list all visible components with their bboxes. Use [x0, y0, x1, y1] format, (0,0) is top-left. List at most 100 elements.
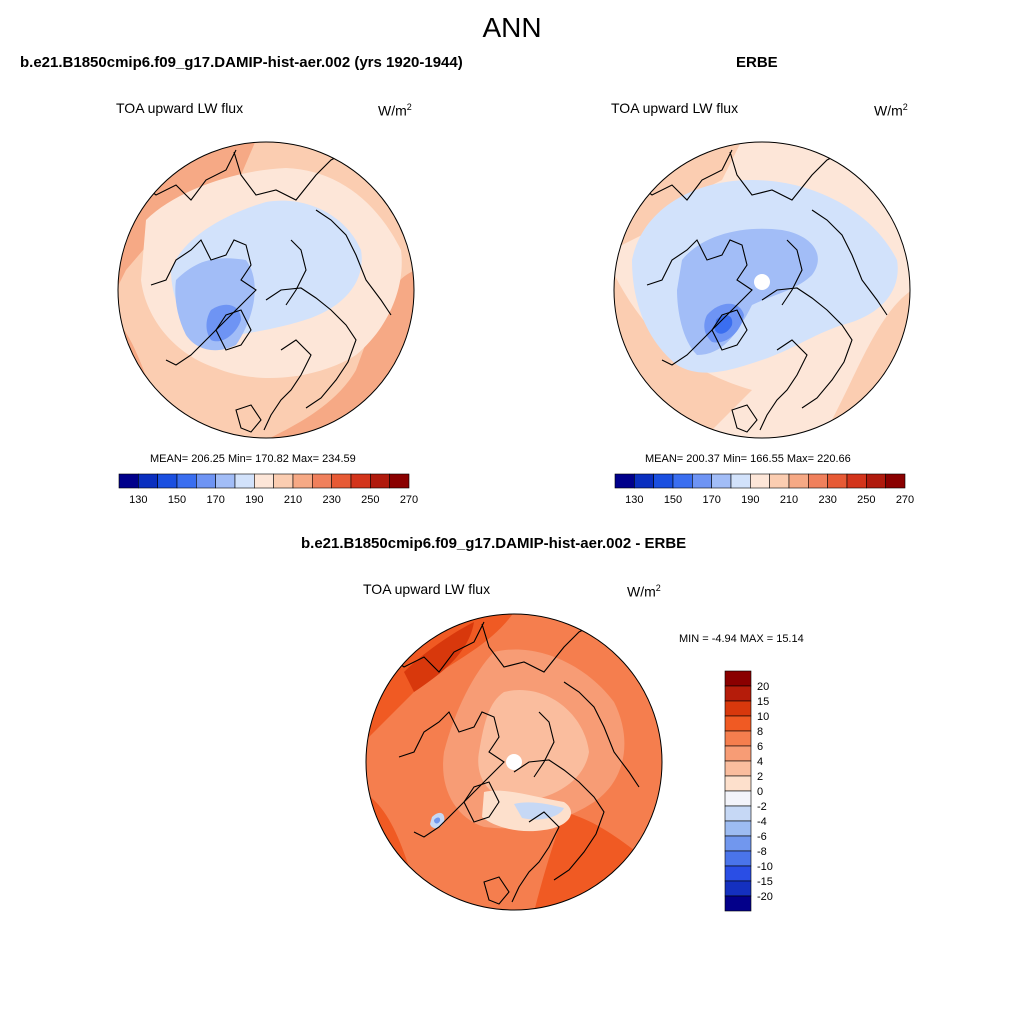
colorbar-tick-label: -10: [757, 861, 773, 873]
colorbar-swatch: [724, 835, 752, 852]
colorbar-swatch: [724, 715, 752, 732]
panel2-polar-map: [613, 141, 911, 439]
colorbar-swatch: [312, 473, 332, 489]
map3-fill-m2: [514, 802, 564, 820]
colorbar-swatch: [724, 775, 752, 792]
colorbar-swatch: [750, 473, 770, 489]
colorbar-swatch: [614, 473, 635, 489]
colorbar-swatch: [724, 670, 752, 687]
colorbar-tick-label: 8: [757, 726, 763, 738]
panel2-stats: MEAN= 200.37 Min= 166.55 Max= 220.66: [645, 453, 851, 465]
colorbar-swatch: [292, 473, 313, 489]
colorbar-tick-label: 6: [757, 741, 763, 753]
colorbar-swatch: [389, 473, 410, 489]
colorbar-swatch: [885, 473, 906, 489]
colorbar-swatch: [724, 865, 752, 882]
colorbar-tick-label: 10: [757, 711, 769, 723]
map3-coastlines: [383, 621, 640, 905]
colorbar-tick-label: -6: [757, 831, 767, 843]
colorbar-tick-label: 20: [757, 681, 769, 693]
panel2-colorbar: 130 150 170 190 210 230 250 270: [614, 473, 914, 506]
colorbar-tick-label: 150: [168, 494, 186, 506]
panel1-units: W/m2: [378, 102, 412, 119]
colorbar-swatch: [724, 895, 752, 912]
colorbar-swatch: [866, 473, 886, 489]
colorbar-swatch: [724, 805, 752, 822]
colorbar-swatch: [118, 473, 139, 489]
colorbar-swatch: [196, 473, 216, 489]
map1-coastlines: [135, 149, 392, 433]
colorbar-tick-label: 270: [400, 494, 418, 506]
colorbar-swatch: [769, 473, 790, 489]
diff-panel-polar-map: [365, 613, 663, 911]
map2-border: [613, 141, 911, 439]
colorbar-tick-label: -4: [757, 816, 767, 828]
panel1-polar-map: [117, 141, 415, 439]
season-title: ANN: [482, 12, 542, 43]
colorbar-tick-label: 210: [780, 494, 798, 506]
diff-panel-stats: MIN = -4.94 MAX = 15.14: [679, 633, 804, 645]
colorbar-swatch: [724, 880, 752, 897]
colorbar-swatch: [692, 473, 712, 489]
colorbar-swatch: [788, 473, 809, 489]
map2-coastlines: [631, 149, 888, 433]
colorbar-swatch: [808, 473, 828, 489]
colorbar-tick-label: 4: [757, 756, 763, 768]
colorbar-tick-label: 230: [322, 494, 340, 506]
colorbar-swatch: [724, 790, 752, 807]
map3-border: [365, 613, 663, 911]
colorbar-swatch: [724, 850, 752, 867]
colorbar-swatch: [724, 820, 752, 837]
colorbar-swatch: [724, 730, 752, 747]
colorbar-swatch: [331, 473, 352, 489]
diff-panel-field-label: TOA upward LW flux: [363, 581, 491, 597]
colorbar-tick-label: 250: [857, 494, 875, 506]
colorbar-tick-label: -15: [757, 876, 773, 888]
colorbar-tick-label: 250: [361, 494, 379, 506]
panel2-units: W/m2: [874, 102, 908, 119]
colorbar-tick-label: 190: [741, 494, 759, 506]
colorbar-tick-label: 2: [757, 771, 763, 783]
colorbar-swatch: [846, 473, 867, 489]
colorbar-tick-label: 130: [129, 494, 147, 506]
colorbar-swatch: [724, 760, 752, 777]
colorbar-tick-label: 150: [664, 494, 682, 506]
panel2-field-label: TOA upward LW flux: [611, 100, 739, 116]
map3-fill-2: [478, 690, 589, 802]
panel1-stats: MEAN= 206.25 Min= 170.82 Max= 234.59: [150, 453, 356, 465]
colorbar-swatch: [176, 473, 197, 489]
colorbar-swatch: [672, 473, 693, 489]
colorbar-swatch: [653, 473, 674, 489]
colorbar-swatch: [350, 473, 371, 489]
colorbar-tick-label: -20: [757, 891, 773, 903]
colorbar-swatch: [234, 473, 255, 489]
colorbar-swatch: [254, 473, 274, 489]
colorbar-swatch: [634, 473, 654, 489]
colorbar-swatch: [370, 473, 390, 489]
colorbar-swatch: [273, 473, 294, 489]
panel1-title: b.e21.B1850cmip6.f09_g17.DAMIP-hist-aer.…: [20, 54, 463, 71]
colorbar-tick-label: -8: [757, 846, 767, 858]
colorbar-tick-label: 190: [245, 494, 263, 506]
colorbar-tick-label: -2: [757, 801, 767, 813]
colorbar-swatch: [215, 473, 236, 489]
map3-fill-10: [404, 622, 474, 692]
panel1-colorbar: 130 150 170 190 210 230 250 270: [118, 473, 418, 506]
colorbar-tick-label: 210: [284, 494, 302, 506]
colorbar-tick-label: 130: [625, 494, 643, 506]
diff-panel-title: b.e21.B1850cmip6.f09_g17.DAMIP-hist-aer.…: [301, 535, 687, 552]
colorbar-tick-label: 15: [757, 696, 769, 708]
colorbar-swatch: [711, 473, 732, 489]
colorbar-swatch: [724, 685, 752, 702]
map3-polar-hole: [506, 754, 522, 770]
colorbar-tick-label: 270: [896, 494, 914, 506]
colorbar-tick-label: 0: [757, 786, 763, 798]
colorbar-swatch: [724, 700, 752, 717]
colorbar-swatch: [827, 473, 848, 489]
map3-fill-m6: [434, 817, 441, 824]
colorbar-tick-label: 230: [818, 494, 836, 506]
colorbar-swatch: [138, 473, 158, 489]
colorbar-swatch: [730, 473, 751, 489]
